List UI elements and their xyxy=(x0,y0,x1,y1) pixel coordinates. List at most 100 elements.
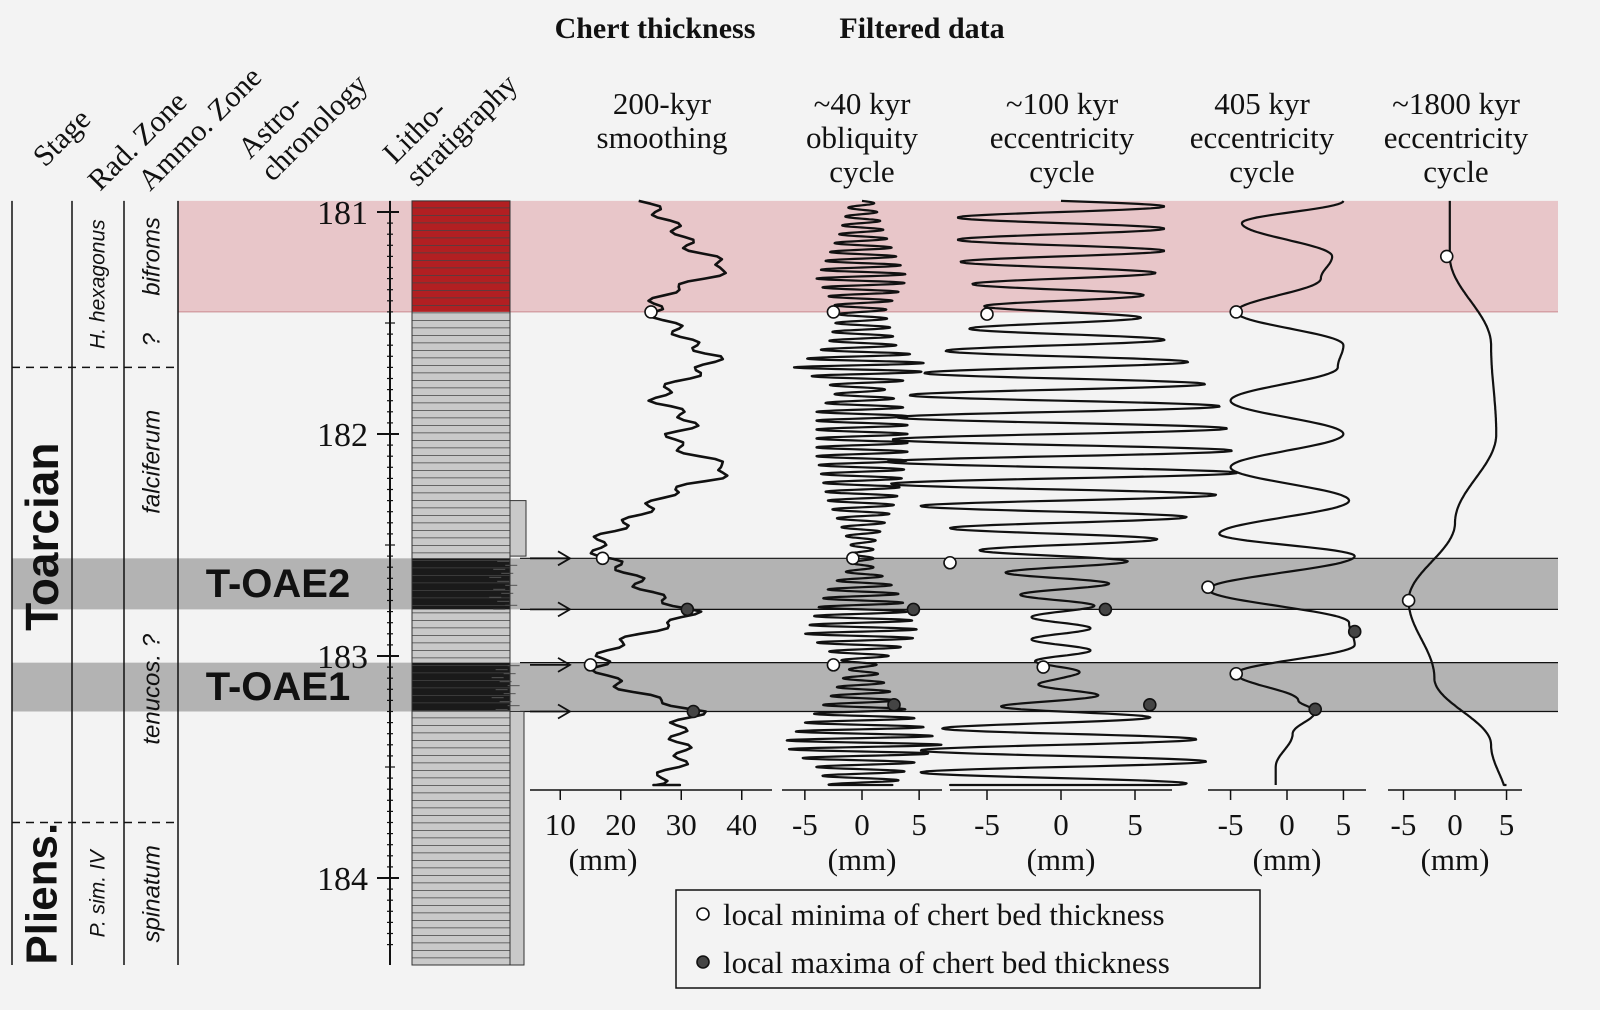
maximum-marker xyxy=(1098,602,1113,617)
age-axis: 181 182 183 184 xyxy=(317,195,399,965)
minimum-marker xyxy=(583,658,598,672)
panel-x-tick-label: 5 xyxy=(1499,807,1515,842)
lith-lower-bulge xyxy=(509,711,525,966)
lith-black-shale-1 xyxy=(412,558,510,610)
legend-box xyxy=(675,889,1261,989)
column-header: Stage xyxy=(27,102,97,172)
legend-maxima-marker xyxy=(696,955,710,969)
panel-x-tick-label: 0 xyxy=(1053,807,1069,842)
event-arrow-head xyxy=(557,550,572,567)
panel-x-tick-label: 5 xyxy=(1127,807,1143,842)
panel-x-tick-label: 20 xyxy=(605,807,636,842)
panel-title: eccentricity xyxy=(1384,120,1529,155)
minimum-marker xyxy=(943,555,957,570)
panel-x-tick-label: 0 xyxy=(1279,807,1295,842)
panel-x-tick-label: 30 xyxy=(666,807,697,842)
panel-title: smoothing xyxy=(597,120,728,155)
column-header: Litho-stratigraphy xyxy=(377,68,524,193)
legend-label: local minima of chert bed thickness xyxy=(723,897,1165,932)
series-line xyxy=(1206,200,1356,786)
event-label: T-OAE2 xyxy=(206,562,350,606)
panel-title: cycle xyxy=(1029,154,1094,189)
event-label: T-OAE1 xyxy=(206,665,350,709)
panel-x-tick-label: 0 xyxy=(1447,807,1463,842)
age-tick-label: 182 xyxy=(317,417,368,454)
stratigraphy-columns: Toarcian Pliens. H. hexagonus P. sim. IV bif… xyxy=(11,200,350,965)
background-bands xyxy=(12,200,1558,713)
panel-x-label: (mm) xyxy=(1027,842,1096,877)
title-chert-thickness: Chert thickness xyxy=(555,12,756,45)
minimum-marker xyxy=(1439,249,1454,264)
panel-x-tick-label: -5 xyxy=(974,807,1000,842)
panel-title: cycle xyxy=(1229,154,1294,189)
panel-x-tick-label: -5 xyxy=(792,807,818,842)
maximum-marker xyxy=(887,698,901,712)
panel-x-label: (mm) xyxy=(1421,842,1490,877)
panel-title: cycle xyxy=(829,154,894,189)
panel-title: ~100 kyr xyxy=(1006,86,1119,121)
title-filtered-data: Filtered data xyxy=(839,12,1004,45)
panel-x-tick-label: 5 xyxy=(1336,807,1352,842)
panel-title: cycle xyxy=(1423,154,1488,189)
rad-zone-label: P. sim. IV xyxy=(87,848,110,937)
age-tick-label: 181 xyxy=(317,195,368,232)
event-arrow-head xyxy=(557,657,572,673)
maximum-marker xyxy=(906,602,921,617)
minimum-marker xyxy=(980,307,994,321)
maximum-marker xyxy=(686,704,701,719)
maximum-marker xyxy=(1347,624,1362,639)
panel-title: 200-kyr xyxy=(613,86,712,121)
series-line xyxy=(589,199,729,787)
legend-label: local maxima of chert bed thickness xyxy=(723,945,1170,980)
panel-x-tick-label: -5 xyxy=(1391,807,1417,842)
panel-x-tick-label: 10 xyxy=(545,807,576,842)
maximum-marker xyxy=(680,602,695,617)
minimum-marker xyxy=(846,551,860,566)
panel-title: 405 kyr xyxy=(1214,86,1310,121)
ammonite-zone-label: falciferum xyxy=(139,410,166,514)
panel-x-label: (mm) xyxy=(1253,842,1322,877)
maximum-marker xyxy=(1308,702,1323,717)
panel-x-tick-label: 0 xyxy=(854,807,870,842)
ammonite-zone-label: bifroms xyxy=(139,217,166,296)
panel-title: eccentricity xyxy=(1190,120,1335,155)
lithostratigraphy-column xyxy=(411,200,527,966)
minimum-marker xyxy=(1201,580,1215,594)
stage-label: Pliens. xyxy=(18,823,67,965)
minimum-marker xyxy=(644,305,658,319)
series-line xyxy=(1407,200,1508,787)
minimum-marker xyxy=(1229,666,1244,681)
minimum-marker xyxy=(1036,660,1051,674)
minimum-marker xyxy=(826,305,841,319)
event-arrow-head xyxy=(557,601,572,618)
column-header-text: Stage xyxy=(27,102,97,172)
lith-outline xyxy=(411,200,511,966)
event-arrow-head xyxy=(557,703,572,720)
bifrons-highlight-band xyxy=(178,200,1558,312)
panel-x-label: (mm) xyxy=(569,842,638,877)
panel-x-tick-label: 5 xyxy=(911,807,927,842)
lith-black-shale-2 xyxy=(412,662,510,712)
panel-title: ~1800 kyr xyxy=(1392,86,1521,121)
legend-minima-marker xyxy=(696,907,710,921)
rad-zone-label: H. hexagonus xyxy=(87,219,110,349)
panel-x-label: (mm) xyxy=(828,842,897,877)
age-tick-label: 184 xyxy=(317,861,368,898)
series-line xyxy=(886,199,1238,787)
column-header: Astro-chronology xyxy=(232,68,375,188)
ammonite-zone-label: tenucos. ? xyxy=(139,633,166,744)
panel-title: ~40 kyr xyxy=(814,86,912,121)
ammonite-zone-label: ? xyxy=(139,332,166,346)
legend: local minima of chert bed thickness local… xyxy=(675,889,1261,989)
panel-title: obliquity xyxy=(806,120,918,155)
lith-gray-interval xyxy=(412,311,510,965)
lith-red-interval xyxy=(412,200,510,312)
minimum-marker xyxy=(1229,305,1244,319)
